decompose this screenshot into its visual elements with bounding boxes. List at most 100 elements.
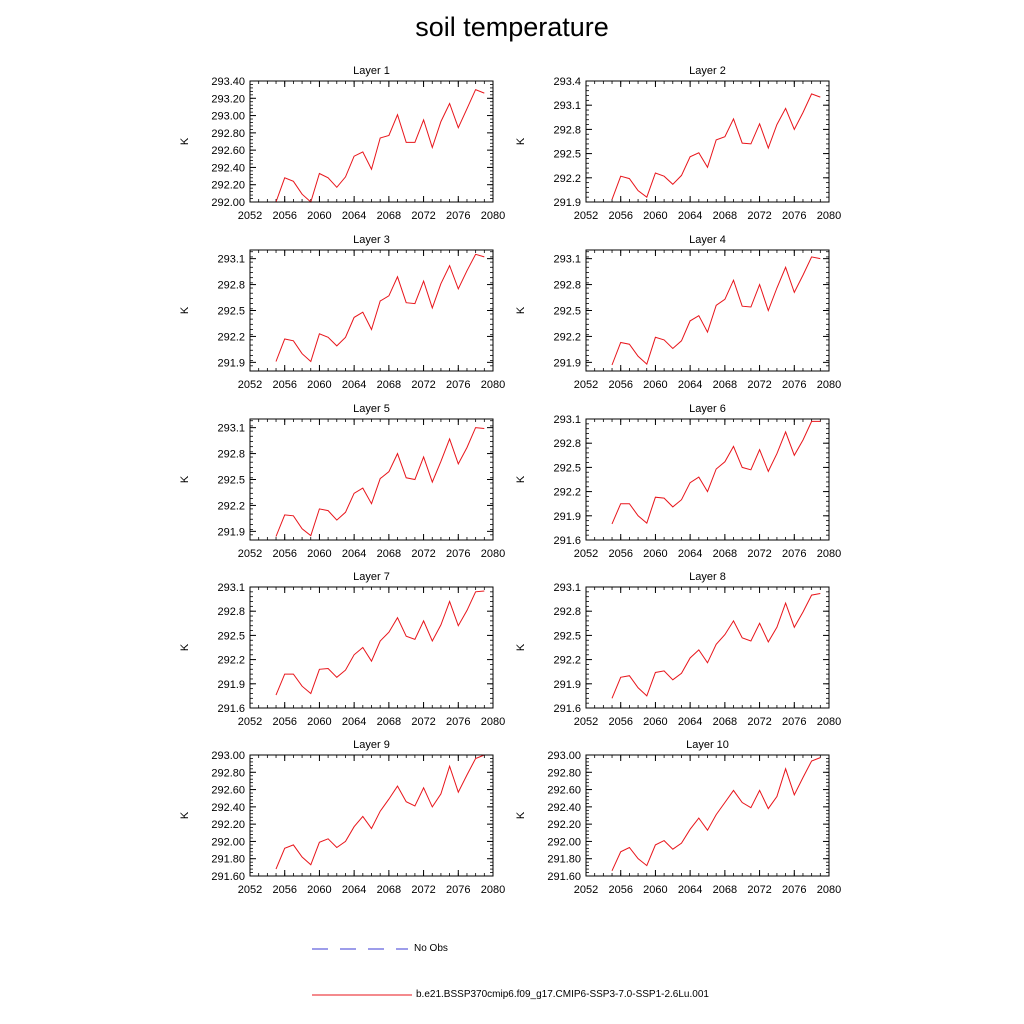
x-tick-label: 2056: [272, 210, 296, 222]
x-tick-label: 2080: [481, 548, 505, 560]
x-tick-label: 2072: [411, 884, 435, 896]
x-tick-label: 2052: [574, 379, 598, 391]
y-tick-label: 292.00: [211, 836, 245, 848]
series-line: [611, 757, 821, 872]
x-tick-label: 2080: [817, 548, 841, 560]
panel-title: Layer 1: [353, 65, 390, 77]
x-tick-label: 2068: [713, 716, 737, 728]
x-tick-label: 2060: [307, 716, 331, 728]
x-tick-label: 2068: [713, 210, 737, 222]
y-tick-label: 293.1: [553, 414, 581, 426]
y-tick-label: 291.6: [553, 703, 581, 715]
y-tick-label: 292.60: [211, 785, 245, 797]
plot-frame: [585, 754, 830, 877]
x-tick-label: 2064: [678, 716, 702, 728]
y-tick-label: 292.8: [553, 280, 581, 292]
x-tick-label: 2056: [608, 379, 632, 391]
y-tick-label: 292.5: [553, 462, 581, 474]
x-tick-label: 2052: [574, 548, 598, 560]
panel-layer-5: Layer 5 2052 2056 2060 2064 2068 2072 2076 2080 2…: [179, 403, 505, 560]
y-tick-label: 292.80: [547, 767, 581, 779]
x-tick-label: 2076: [782, 210, 806, 222]
panel-layer-2: Layer 2 2052 2056 2060 2064 2068 2072 2076 2080 2…: [515, 65, 841, 222]
y-tick-label: 292.5: [217, 306, 245, 318]
series-line: [611, 256, 821, 366]
y-tick-label: 293.1: [553, 100, 581, 112]
y-tick-label: 293.00: [547, 750, 581, 762]
series-line: [611, 93, 821, 200]
y-tick-label: 292.60: [547, 785, 581, 797]
panel-title: Layer 7: [353, 571, 390, 583]
x-tick-label: 2080: [817, 716, 841, 728]
y-axis-label: K: [179, 306, 191, 314]
x-tick-label: 2064: [342, 210, 366, 222]
x-tick-label: 2056: [272, 884, 296, 896]
x-tick-label: 2052: [238, 548, 262, 560]
x-tick-label: 2052: [238, 379, 262, 391]
x-tick-label: 2076: [446, 884, 470, 896]
y-tick-label: 292.60: [211, 145, 245, 157]
x-tick-label: 2052: [238, 884, 262, 896]
x-tick-label: 2068: [377, 379, 401, 391]
x-tick-label: 2064: [342, 379, 366, 391]
panel-title: Layer 3: [353, 234, 390, 246]
y-axis-label: K: [515, 811, 527, 819]
series-line: [611, 420, 821, 525]
panel-layer-3: Layer 3 2052 2056 2060 2064 2068 2072 2076 2080 2…: [179, 234, 505, 391]
x-tick-label: 2064: [678, 884, 702, 896]
x-tick-label: 2072: [747, 716, 771, 728]
x-tick-label: 2072: [747, 379, 771, 391]
panel-title: Layer 9: [353, 739, 390, 751]
x-tick-label: 2068: [713, 548, 737, 560]
x-tick-label: 2056: [272, 379, 296, 391]
y-tick-label: 292.5: [217, 630, 245, 642]
x-tick-label: 2068: [377, 210, 401, 222]
y-axis-label: K: [515, 306, 527, 314]
y-tick-label: 292.5: [553, 306, 581, 318]
y-tick-label: 291.60: [211, 871, 245, 883]
y-tick-label: 292.2: [553, 173, 581, 185]
figure-title: soil temperature: [415, 12, 609, 42]
y-tick-label: 292.8: [553, 606, 581, 618]
x-tick-label: 2052: [238, 210, 262, 222]
panel-title: Layer 6: [689, 403, 726, 415]
y-tick-label: 291.9: [217, 679, 245, 691]
x-tick-label: 2076: [782, 548, 806, 560]
y-tick-label: 291.6: [553, 535, 581, 547]
panel-layer-4: Layer 4 2052 2056 2060 2064 2068 2072 2076 2080 2…: [515, 234, 841, 391]
series-line: [275, 253, 485, 363]
y-tick-label: 291.80: [211, 854, 245, 866]
panel-title: Layer 8: [689, 571, 726, 583]
y-tick-label: 292.5: [217, 475, 245, 487]
y-tick-label: 292.2: [553, 655, 581, 667]
x-tick-label: 2056: [272, 716, 296, 728]
x-tick-label: 2060: [643, 548, 667, 560]
y-axis-label: K: [179, 137, 191, 145]
y-tick-label: 292.8: [217, 606, 245, 618]
y-tick-label: 292.00: [211, 197, 245, 209]
y-tick-label: 292.80: [211, 128, 245, 140]
x-tick-label: 2068: [377, 716, 401, 728]
x-tick-label: 2060: [643, 379, 667, 391]
panel-layer-8: Layer 8 2052 2056 2060 2064 2068 2072 2076 2080 2…: [515, 571, 841, 728]
y-tick-label: 292.40: [211, 802, 245, 814]
y-tick-label: 292.8: [217, 280, 245, 292]
x-tick-label: 2060: [643, 716, 667, 728]
y-tick-label: 293.1: [217, 254, 245, 266]
x-tick-label: 2064: [678, 210, 702, 222]
panel-layer-1: Layer 1 2052 2056 2060 2064 2068 2072 2076 2080 2…: [179, 65, 505, 222]
y-tick-label: 291.6: [217, 703, 245, 715]
x-tick-label: 2056: [608, 716, 632, 728]
y-tick-label: 291.60: [547, 871, 581, 883]
x-tick-label: 2080: [817, 379, 841, 391]
y-tick-label: 292.8: [217, 449, 245, 461]
y-tick-label: 292.40: [547, 802, 581, 814]
series-line: [275, 754, 485, 870]
y-tick-label: 293.4: [553, 76, 581, 88]
y-tick-label: 292.2: [553, 331, 581, 343]
y-tick-label: 292.20: [547, 819, 581, 831]
x-tick-label: 2060: [643, 210, 667, 222]
y-axis-label: K: [179, 811, 191, 819]
panel-layer-10: Layer 10 2052 2056 2060 2064 2068 2072 2076 2080…: [515, 739, 841, 896]
x-tick-label: 2068: [377, 884, 401, 896]
